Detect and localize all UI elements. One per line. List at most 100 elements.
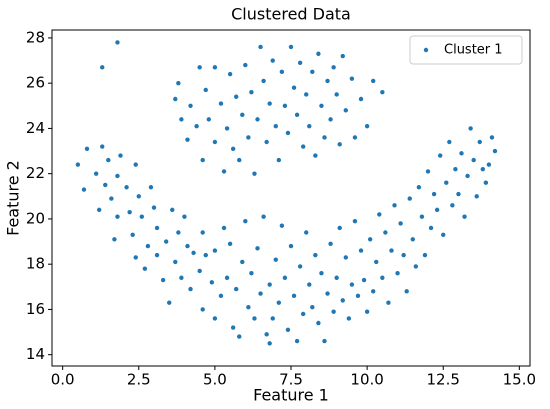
point	[261, 78, 266, 84]
point	[142, 266, 148, 271]
point	[200, 157, 205, 163]
point	[160, 277, 166, 283]
point	[212, 248, 218, 253]
point	[489, 135, 495, 140]
point	[297, 60, 303, 66]
point	[264, 332, 269, 337]
point	[267, 341, 272, 346]
point	[100, 65, 105, 70]
point	[334, 275, 339, 280]
point	[294, 112, 300, 118]
point	[115, 214, 120, 219]
point	[380, 90, 385, 95]
point	[340, 298, 345, 303]
point	[270, 58, 275, 63]
point	[194, 123, 199, 129]
point	[224, 275, 230, 280]
point	[389, 248, 394, 253]
x-tick-label: 7.5	[279, 371, 303, 389]
point	[316, 320, 321, 326]
point	[313, 153, 318, 158]
point	[148, 185, 154, 190]
point	[170, 207, 175, 213]
point	[477, 139, 482, 145]
point	[249, 271, 254, 276]
point	[404, 289, 409, 294]
point	[291, 293, 297, 299]
point	[337, 142, 342, 147]
point	[437, 153, 443, 158]
point	[203, 252, 208, 258]
point	[340, 53, 345, 59]
point	[267, 101, 272, 106]
point	[139, 214, 145, 219]
point	[413, 264, 419, 269]
y-tick-label: 22	[26, 164, 45, 182]
point	[264, 139, 269, 145]
point	[145, 243, 151, 249]
point	[81, 187, 87, 192]
point	[349, 76, 355, 81]
point	[380, 275, 385, 280]
point	[240, 259, 245, 265]
point	[367, 237, 373, 242]
point	[243, 218, 248, 224]
point	[307, 123, 312, 129]
point	[337, 225, 342, 231]
point	[456, 191, 461, 197]
point	[240, 112, 245, 118]
point	[319, 103, 324, 108]
point	[288, 44, 294, 50]
point	[425, 169, 431, 174]
point	[191, 250, 196, 256]
point	[203, 87, 208, 93]
point	[185, 243, 190, 249]
point	[462, 214, 467, 219]
point	[115, 173, 120, 179]
x-tick-label: 2.5	[127, 371, 151, 389]
y-axis-label: Feature 2	[4, 160, 23, 236]
point	[151, 205, 157, 210]
point	[492, 148, 498, 154]
point	[246, 304, 251, 310]
point	[300, 144, 306, 149]
point	[276, 157, 282, 163]
point	[282, 275, 288, 280]
chart-title: Clustered Data	[231, 5, 351, 24]
point	[179, 275, 184, 280]
point	[471, 157, 476, 163]
point	[173, 259, 178, 265]
point	[212, 139, 218, 145]
x-tick-label: 10.0	[350, 371, 383, 389]
point	[343, 255, 349, 260]
y-tick-label: 20	[26, 209, 45, 227]
point	[282, 103, 288, 108]
point	[392, 203, 397, 208]
point	[112, 237, 117, 242]
point	[255, 117, 260, 122]
point	[398, 221, 403, 226]
point	[349, 282, 355, 287]
point	[197, 268, 202, 274]
point	[233, 94, 239, 99]
point	[352, 218, 358, 224]
point	[447, 139, 452, 145]
point	[212, 316, 218, 321]
point	[416, 185, 422, 190]
point	[115, 40, 120, 45]
point	[328, 241, 333, 247]
legend-box	[409, 35, 523, 65]
y-tick-label: 18	[26, 255, 45, 273]
point	[465, 173, 470, 179]
x-tick-label: 0.0	[51, 371, 75, 389]
point	[118, 153, 123, 158]
x-axis-label: Feature 1	[253, 386, 329, 405]
point	[331, 65, 336, 70]
point	[444, 180, 449, 185]
point	[212, 65, 218, 70]
point	[167, 300, 172, 305]
point	[273, 257, 278, 262]
point	[450, 203, 455, 208]
point	[407, 196, 412, 201]
